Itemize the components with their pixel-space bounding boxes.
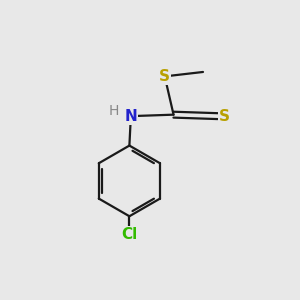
Text: S: S	[159, 69, 170, 84]
Text: S: S	[219, 109, 230, 124]
Text: Cl: Cl	[121, 227, 137, 242]
Text: N: N	[124, 109, 137, 124]
Text: H: H	[109, 104, 119, 118]
